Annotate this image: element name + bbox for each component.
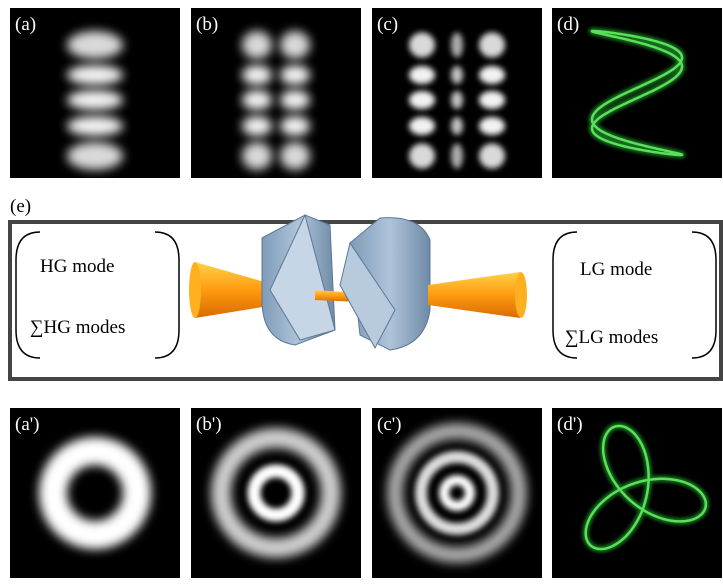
mode-text: LG mode bbox=[580, 259, 652, 280]
lobe bbox=[479, 91, 505, 109]
panel-label: (b) bbox=[196, 14, 218, 35]
lens-setup bbox=[189, 215, 527, 350]
lobe bbox=[242, 90, 272, 110]
panel-label: (c') bbox=[377, 414, 402, 435]
lobe bbox=[280, 142, 310, 170]
mode-panel: (a') bbox=[10, 408, 180, 578]
lobe bbox=[409, 143, 435, 168]
lobe bbox=[67, 116, 123, 136]
lobe bbox=[451, 91, 463, 109]
mode-panel: (d) bbox=[552, 8, 722, 178]
lobe bbox=[479, 117, 505, 135]
lobe bbox=[242, 31, 272, 59]
lobe bbox=[479, 32, 505, 57]
lobe bbox=[242, 116, 272, 136]
lobe bbox=[67, 90, 123, 110]
mode-text: ∑LG modes bbox=[565, 327, 658, 348]
lobe bbox=[67, 65, 123, 85]
lobe bbox=[242, 142, 272, 170]
lobe bbox=[451, 143, 463, 168]
lobe bbox=[280, 31, 310, 59]
panel-label: (a') bbox=[15, 414, 40, 435]
lobe bbox=[67, 142, 123, 170]
lobe bbox=[409, 117, 435, 135]
mode-panel: (d') bbox=[552, 408, 722, 578]
panel-label: (e) bbox=[10, 196, 31, 217]
lobe bbox=[280, 116, 310, 136]
panel-label: (a) bbox=[15, 14, 36, 35]
mode-text: ∑HG modes bbox=[30, 317, 125, 338]
lobe bbox=[67, 31, 123, 59]
mode-panel: (c) bbox=[372, 8, 542, 178]
lobe bbox=[280, 90, 310, 110]
lobe bbox=[479, 66, 505, 84]
panel-label: (d) bbox=[557, 14, 579, 35]
mode-panel: (b) bbox=[191, 8, 361, 178]
bracket bbox=[16, 232, 179, 358]
panel-label: (b') bbox=[196, 414, 222, 435]
mode-panel: (b') bbox=[191, 408, 361, 578]
lobe bbox=[409, 66, 435, 84]
mode-panel: (c') bbox=[372, 408, 542, 578]
lobe bbox=[409, 91, 435, 109]
lobe bbox=[409, 32, 435, 57]
figure: (a) (b) (c) (d) (a') (b') (c') (d') (e) HG mode… bbox=[0, 0, 723, 584]
lobe bbox=[451, 32, 463, 57]
mode-text: HG mode bbox=[40, 256, 114, 277]
lobe bbox=[479, 143, 505, 168]
panel-label: (d') bbox=[557, 414, 583, 435]
lobe bbox=[242, 65, 272, 85]
lobe bbox=[451, 117, 463, 135]
lobe bbox=[280, 65, 310, 85]
mode-panel: (a) bbox=[10, 8, 180, 178]
panel-label: (c) bbox=[377, 14, 398, 35]
lobe bbox=[451, 66, 463, 84]
